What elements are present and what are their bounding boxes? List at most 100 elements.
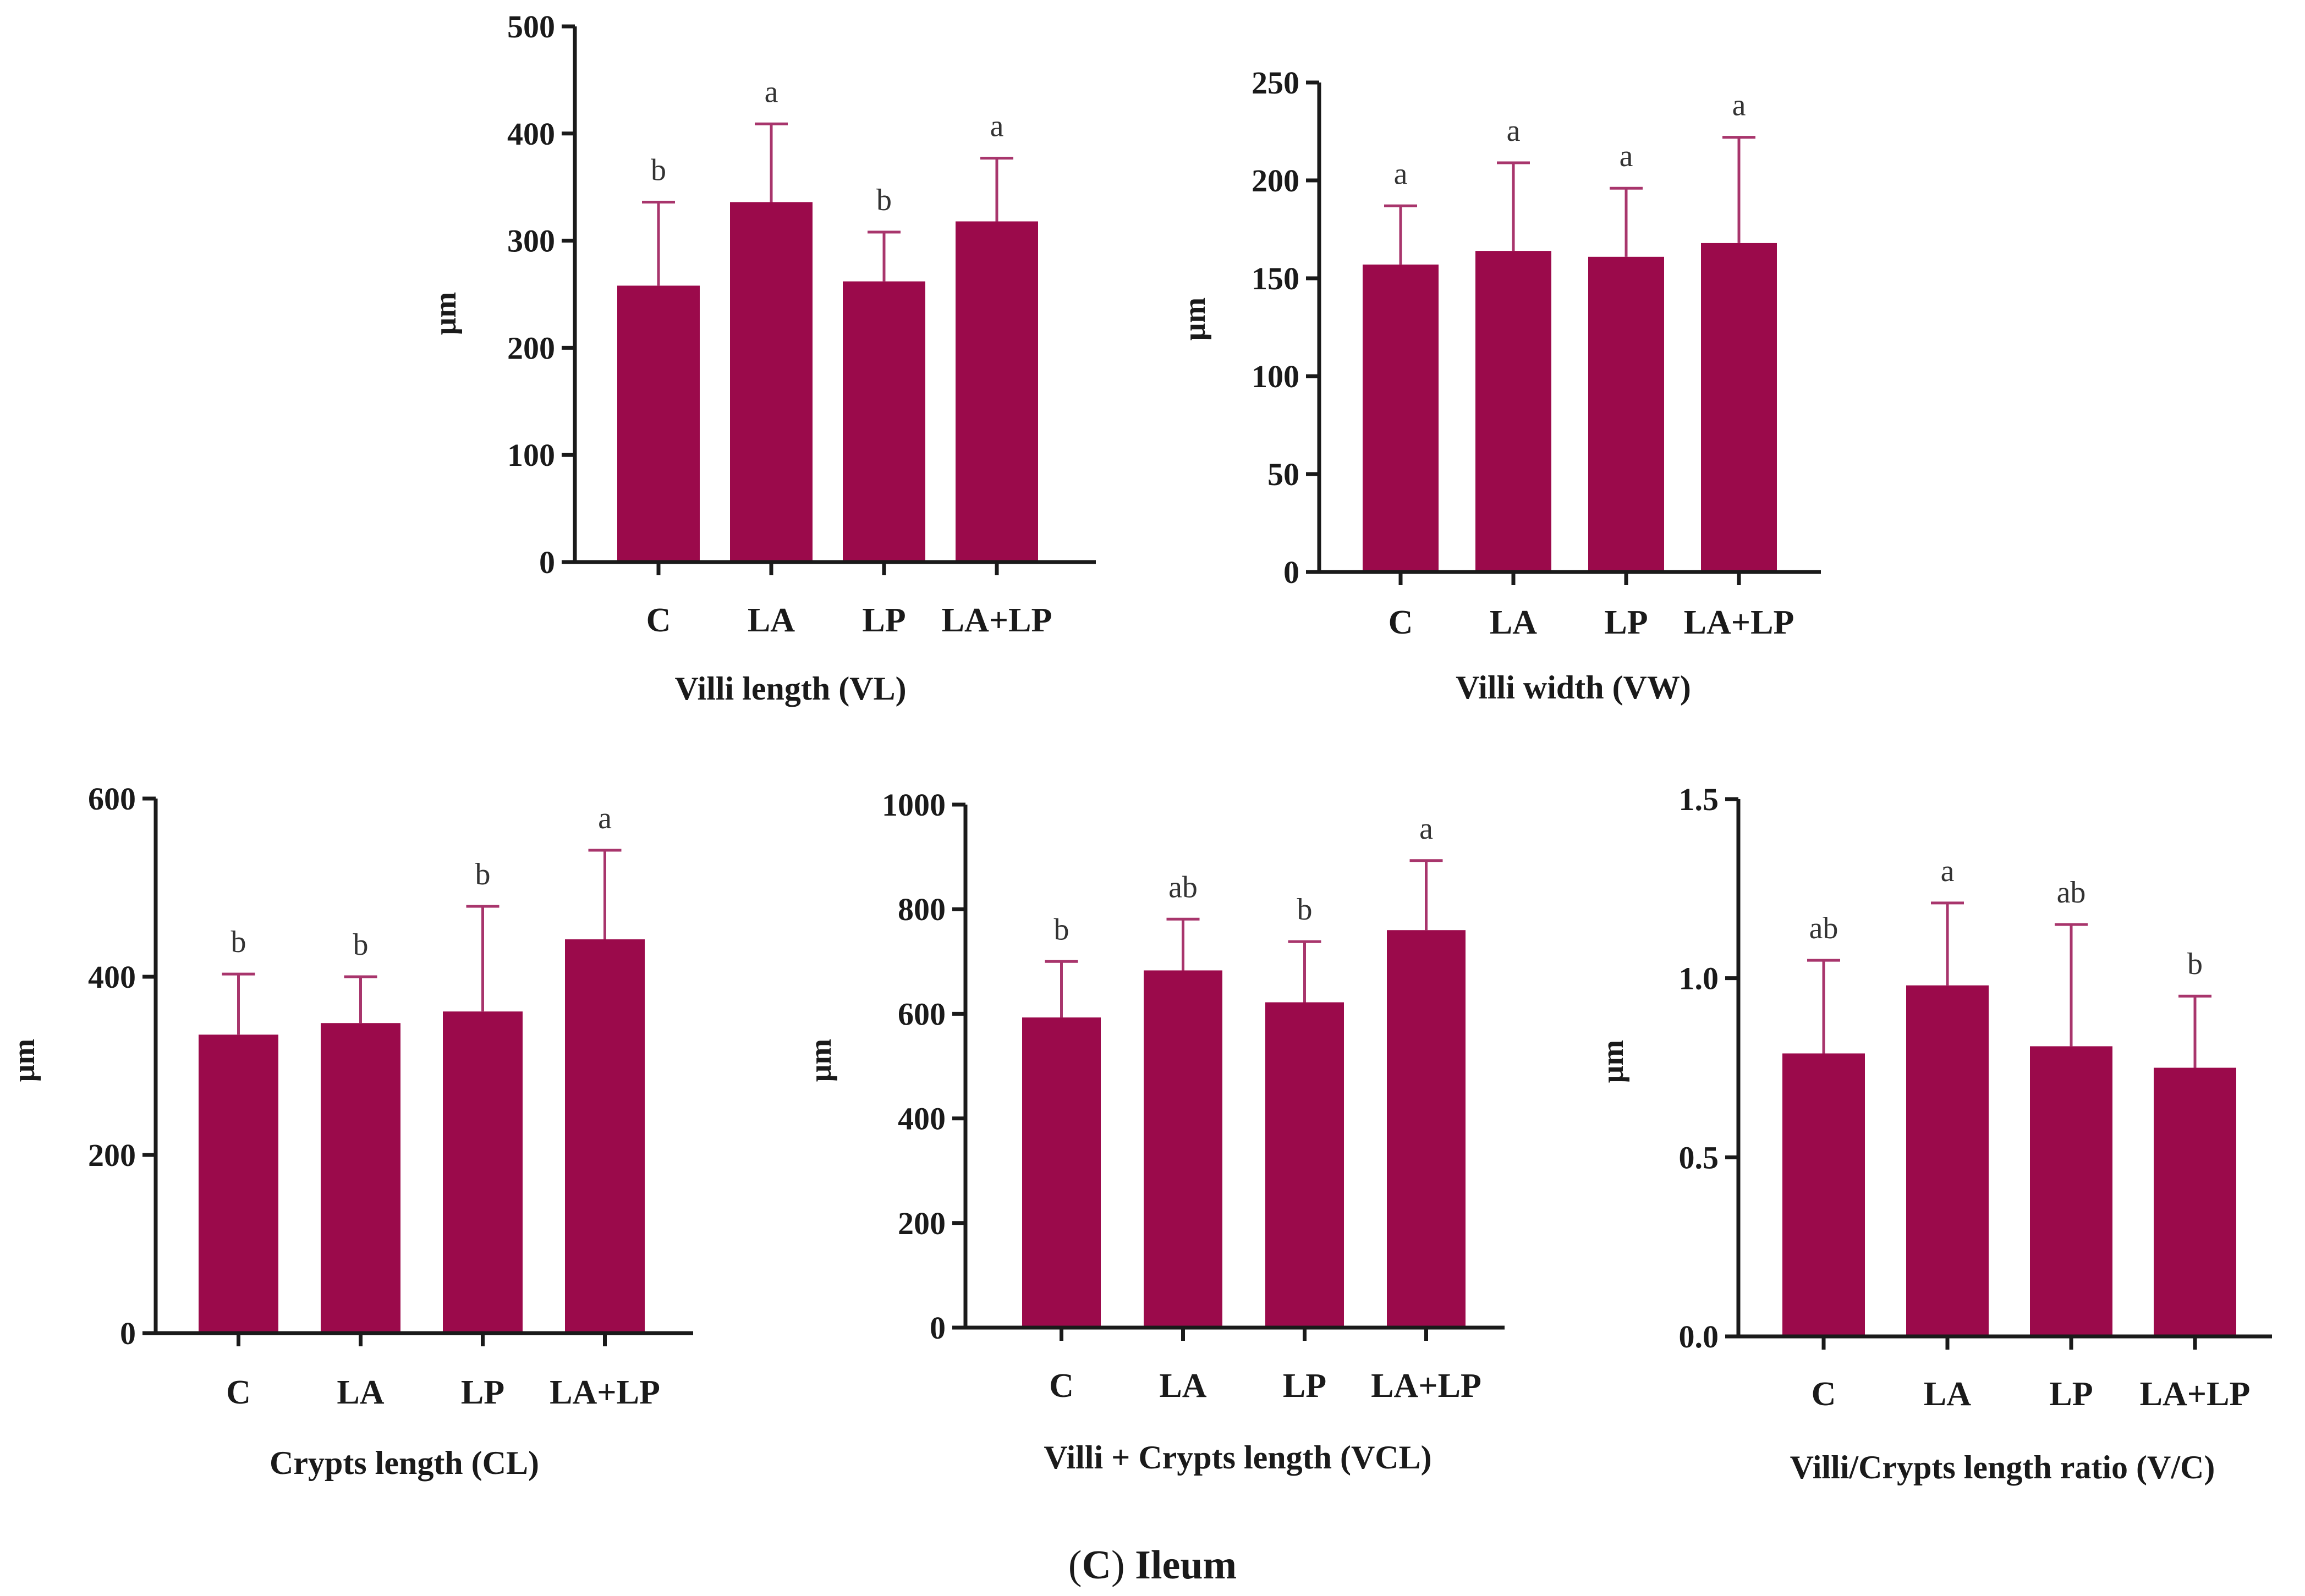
cl-bar-lp	[443, 1011, 523, 1333]
vl-error-bar-lp	[868, 230, 901, 282]
caption-close-paren: )	[1111, 1543, 1125, 1588]
vc-y-tick-label: 1.0	[1679, 961, 1719, 997]
vcl-error-bar-c	[1045, 960, 1078, 1018]
vl-y-tick-label: 200	[507, 330, 555, 366]
vc-error-bar-c	[1807, 959, 1840, 1054]
cl-category-label-la-lp: LA+LP	[550, 1374, 660, 1411]
cl-y-axis-title: μm	[7, 1039, 41, 1082]
vl-significance-c: b	[651, 153, 666, 187]
vcl-y-tick-label: 800	[898, 891, 946, 927]
vw-bar-c	[1363, 265, 1439, 573]
cl-bar-la-lp	[565, 939, 645, 1333]
vcl-bar-la	[1144, 970, 1222, 1328]
vcl-bar-la-lp	[1387, 930, 1466, 1328]
caption-letter: C	[1082, 1543, 1111, 1588]
vc-error-bar-la-lp	[2178, 994, 2211, 1068]
vcl-x-axis-title: Villi + Crypts length (VCL)	[1044, 1439, 1431, 1476]
vcl-significance-la-lp: a	[1419, 812, 1433, 846]
vl-error-bar-la-lp	[980, 157, 1013, 222]
vl-y-tick-label: 0	[539, 544, 555, 580]
cl-error-bar-la-lp	[588, 849, 622, 939]
vcl-significance-lp: b	[1297, 893, 1313, 927]
cl-significance-la: b	[353, 928, 369, 962]
vw-y-tick-label: 100	[1252, 359, 1299, 394]
vw-significance-la-lp: a	[1732, 89, 1746, 123]
vcl-category-label-la-lp: LA+LP	[1371, 1367, 1481, 1405]
vl-x-axis-title: Villi length (VL)	[674, 670, 906, 707]
chart-crypts-length: b Cb LA b LP a LA+LP 0 200 400 600 μm Crypts length …	[7, 781, 693, 1481]
vw-error-bar-la-lp	[1722, 136, 1755, 243]
vcl-category-label-la: LA	[1159, 1367, 1206, 1405]
vw-bar-lp	[1588, 256, 1664, 573]
caption-open-paren: (	[1068, 1543, 1082, 1588]
vl-error-bar-la	[755, 122, 788, 202]
vcl-significance-c: b	[1054, 912, 1069, 946]
cl-error-bar-lp	[466, 905, 500, 1012]
vw-significance-la: a	[1507, 114, 1521, 148]
vc-significance-c: ab	[1809, 911, 1838, 945]
cl-error-bar-c	[222, 972, 255, 1035]
vc-category-label-c: C	[1812, 1375, 1836, 1413]
cl-category-label-c: C	[226, 1374, 251, 1411]
chart-villi-width: a Ca LA a LP a LA+LP 0 50 100 150 200 250 μm Villi wid…	[1178, 65, 1821, 706]
vw-bar-la-lp	[1701, 243, 1777, 572]
vcl-bar-c	[1022, 1017, 1101, 1328]
chart-villi-crypts-ratio: ab Ca LA ab LP b LA+LP 0.0 0.5 1.0 1.5 μm Villi/Cryp…	[1596, 782, 2272, 1485]
vl-bar-lp	[843, 281, 925, 562]
vc-significance-la-lp: b	[2187, 947, 2203, 981]
vc-error-bar-lp	[2055, 923, 2088, 1047]
cl-category-label-la: LA	[337, 1374, 384, 1411]
vw-error-bar-c	[1384, 204, 1417, 265]
vc-y-tick-label: 0.0	[1679, 1319, 1719, 1355]
vcl-y-tick-label: 1000	[882, 787, 946, 823]
vl-category-label-c: C	[646, 602, 671, 639]
vl-y-tick-label: 400	[507, 116, 555, 152]
vw-category-label-lp: LP	[1604, 604, 1648, 641]
vw-bar-la	[1475, 251, 1551, 572]
cl-y-tick-label: 0	[120, 1316, 136, 1351]
vw-y-tick-label: 50	[1267, 456, 1299, 492]
vc-category-label-la: LA	[1924, 1375, 1971, 1413]
vw-category-label-la: LA	[1490, 604, 1537, 641]
cl-bar-c	[199, 1034, 278, 1333]
vl-significance-lp: b	[876, 183, 892, 217]
vl-y-axis-title: μm	[429, 292, 463, 335]
vl-category-label-la-lp: LA+LP	[942, 602, 1052, 639]
caption-title: Ileum	[1125, 1543, 1237, 1588]
vc-y-axis-title: μm	[1596, 1040, 1630, 1083]
chart-villi-crypts-length: b Cab LA b LP a LA+LP 0 200 400 600 800 1000 μm Villi …	[804, 787, 1505, 1476]
vw-y-tick-label: 0	[1283, 554, 1299, 590]
vw-significance-lp: a	[1620, 139, 1633, 173]
vw-y-axis-title: μm	[1178, 298, 1212, 340]
cl-significance-c: b	[231, 925, 246, 959]
vw-y-tick-label: 200	[1252, 163, 1299, 199]
vw-y-tick-label: 150	[1252, 261, 1299, 296]
vl-category-label-lp: LP	[862, 602, 905, 639]
vc-y-tick-label: 1.5	[1679, 782, 1719, 817]
vw-category-label-c: C	[1389, 604, 1413, 641]
vcl-y-tick-label: 200	[898, 1206, 946, 1241]
vw-y-tick-label: 250	[1252, 65, 1299, 101]
cl-x-axis-title: Crypts length (CL)	[270, 1445, 539, 1481]
cl-y-tick-label: 200	[88, 1137, 136, 1173]
vc-significance-lp: ab	[2057, 876, 2086, 910]
vc-bar-lp	[2030, 1046, 2112, 1336]
vl-significance-la: a	[765, 75, 778, 109]
vl-y-tick-label: 100	[507, 437, 555, 473]
figure-caption: (C) Ileum	[1068, 1543, 1237, 1588]
vcl-significance-la: ab	[1168, 870, 1198, 904]
vl-bar-la	[730, 202, 813, 562]
vc-bar-la	[1906, 985, 1989, 1336]
cl-y-tick-label: 600	[88, 781, 136, 817]
vcl-category-label-c: C	[1049, 1367, 1074, 1405]
vcl-error-bar-la-lp	[1409, 859, 1443, 931]
vl-significance-la-lp: a	[990, 109, 1004, 144]
chart-villi-length: b Ca LA b LP a LA+LP 0 100 200 300 400 500 μm Villi le…	[429, 9, 1096, 707]
cl-bar-la	[321, 1023, 400, 1333]
vw-category-label-la-lp: LA+LP	[1684, 604, 1794, 641]
cl-category-label-lp: LP	[461, 1374, 504, 1411]
vl-y-tick-label: 500	[507, 9, 555, 45]
vcl-error-bar-la	[1166, 917, 1200, 971]
cl-significance-la-lp: a	[598, 801, 612, 835]
